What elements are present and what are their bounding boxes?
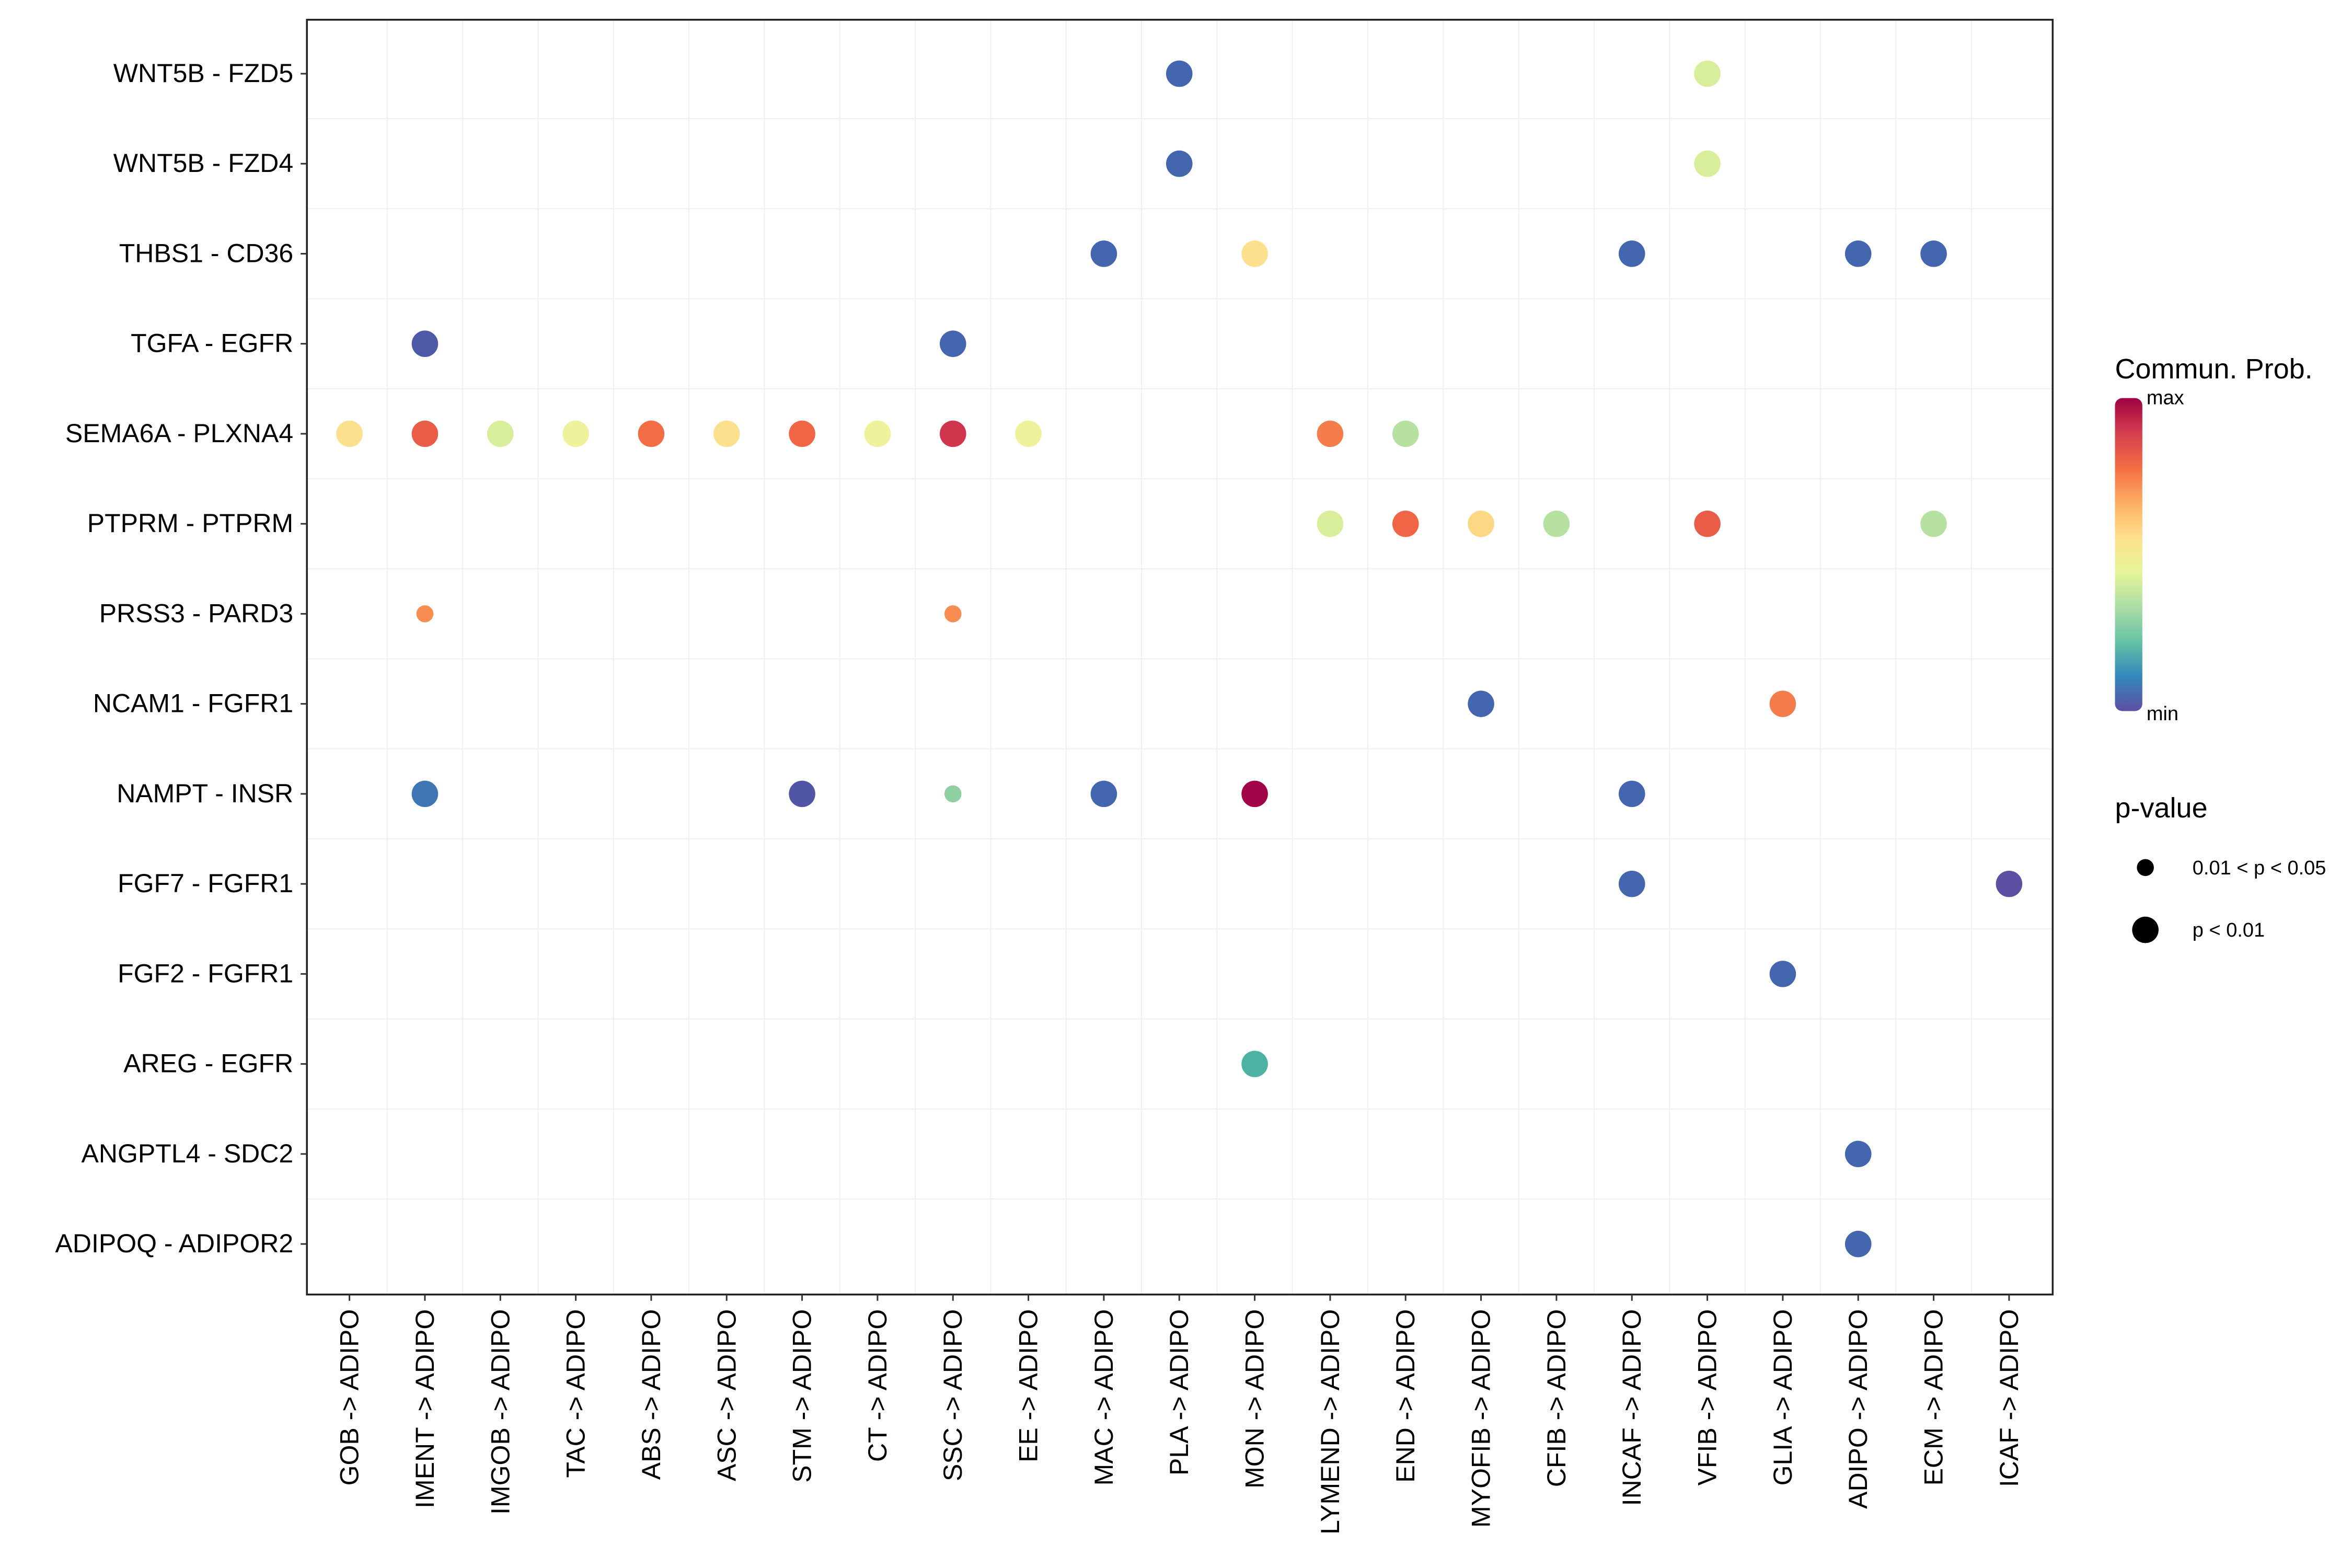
data-point: [1468, 510, 1494, 537]
data-point: [1090, 780, 1117, 808]
x-tick-label: PLA -> ADIPO: [1165, 1309, 1194, 1475]
y-tick-label: NAMPT - INSR: [117, 779, 293, 808]
data-point: [1241, 240, 1268, 267]
data-point: [638, 420, 665, 447]
data-point: [1468, 690, 1494, 717]
y-tick-label: WNT5B - FZD4: [113, 148, 293, 178]
data-point: [944, 785, 962, 803]
x-tick-label: CFIB -> ADIPO: [1542, 1309, 1571, 1487]
x-tick-label: ECM -> ADIPO: [1919, 1309, 1949, 1486]
size-legend-key: [2137, 859, 2154, 877]
data-point: [1618, 240, 1645, 267]
data-point: [1996, 870, 2023, 897]
data-point: [1844, 240, 1872, 267]
x-tick-label: ABS -> ADIPO: [637, 1309, 666, 1480]
colorbar-min-label: min: [2147, 703, 2178, 725]
y-tick-label: FGF2 - FGFR1: [118, 959, 293, 988]
data-point: [1694, 60, 1721, 87]
data-point: [1844, 1140, 1872, 1168]
data-point: [944, 605, 962, 622]
y-tick-label: TGFA - EGFR: [131, 329, 293, 358]
y-tick-label: AREG - EGFR: [123, 1049, 293, 1078]
data-point: [336, 420, 363, 447]
size-legend-label: 0.01 < p < 0.05: [2193, 857, 2326, 879]
colorbar: [2115, 398, 2142, 711]
data-point: [1769, 690, 1796, 717]
data-point: [562, 420, 589, 447]
colorbar-max-label: max: [2147, 387, 2184, 409]
y-tick-label: FGF7 - FGFR1: [118, 869, 293, 898]
x-tick-label: SSC -> ADIPO: [938, 1309, 967, 1481]
x-tick-label: ADIPO -> ADIPO: [1843, 1309, 1873, 1509]
data-point: [1392, 420, 1419, 447]
x-tick-label: GLIA -> ADIPO: [1768, 1309, 1797, 1486]
x-tick-label: VFIB -> ADIPO: [1693, 1309, 1722, 1486]
x-tick-label: MON -> ADIPO: [1240, 1309, 1270, 1489]
y-tick-label: SEMA6A - PLXNA4: [65, 419, 293, 448]
size-legend-label: p < 0.01: [2193, 919, 2265, 941]
size-legend-title: p-value: [2115, 792, 2208, 824]
data-point: [1694, 510, 1721, 537]
x-tick-label: CT -> ADIPO: [863, 1309, 892, 1462]
x-tick-label: IMENT -> ADIPO: [410, 1309, 440, 1508]
data-point: [1317, 510, 1344, 537]
data-point: [411, 330, 439, 357]
y-tick-label: WNT5B - FZD5: [113, 59, 293, 88]
data-point: [1015, 420, 1042, 447]
data-point: [1920, 240, 1947, 267]
data-point: [1166, 60, 1193, 87]
x-tick-label: ICAF -> ADIPO: [1994, 1309, 2024, 1487]
data-point: [939, 420, 966, 447]
data-point: [1317, 420, 1344, 447]
data-point: [1090, 240, 1117, 267]
color-legend-title: Commun. Prob.: [2115, 353, 2313, 385]
data-point: [1769, 961, 1796, 987]
x-tick-label: LYMEND -> ADIPO: [1316, 1309, 1345, 1535]
data-point: [1543, 510, 1570, 537]
y-tick-label: NCAM1 - FGFR1: [93, 689, 293, 718]
data-point: [1166, 150, 1193, 177]
x-tick-label: EE -> ADIPO: [1014, 1309, 1043, 1462]
y-tick-label: THBS1 - CD36: [119, 238, 293, 268]
x-tick-label: TAC -> ADIPO: [561, 1309, 591, 1478]
data-point: [939, 330, 966, 357]
data-point: [1241, 780, 1268, 808]
plot-panel: [307, 19, 2053, 1295]
x-tick-label: INCAF -> ADIPO: [1617, 1309, 1646, 1506]
y-tick-label: PRSS3 - PARD3: [99, 598, 293, 628]
data-point: [864, 420, 891, 447]
y-tick-label: PTPRM - PTPRM: [87, 509, 293, 538]
data-point: [487, 420, 514, 447]
y-tick-label: ADIPOQ - ADIPOR2: [55, 1229, 294, 1258]
x-tick-label: END -> ADIPO: [1391, 1309, 1420, 1483]
x-tick-label: MAC -> ADIPO: [1089, 1309, 1119, 1486]
data-point: [789, 780, 815, 808]
x-tick-label: GOB -> ADIPO: [335, 1309, 364, 1486]
data-point: [713, 420, 740, 447]
data-point: [1618, 870, 1645, 897]
y-tick-label: ANGPTL4 - SDC2: [82, 1139, 294, 1168]
x-tick-label: STM -> ADIPO: [788, 1309, 817, 1483]
data-point: [1618, 780, 1645, 808]
data-point: [1844, 1230, 1872, 1258]
data-point: [1241, 1051, 1268, 1077]
x-tick-label: ASC -> ADIPO: [712, 1309, 741, 1481]
size-legend-key: [2132, 916, 2159, 943]
data-point: [1694, 150, 1721, 177]
data-point: [1920, 510, 1947, 537]
x-tick-label: MYOFIB -> ADIPO: [1467, 1309, 1496, 1528]
data-point: [789, 420, 815, 447]
data-point: [416, 605, 434, 622]
data-point: [411, 780, 439, 808]
data-point: [1392, 510, 1419, 537]
x-tick-label: IMGOB -> ADIPO: [486, 1309, 515, 1515]
data-point: [411, 420, 439, 447]
